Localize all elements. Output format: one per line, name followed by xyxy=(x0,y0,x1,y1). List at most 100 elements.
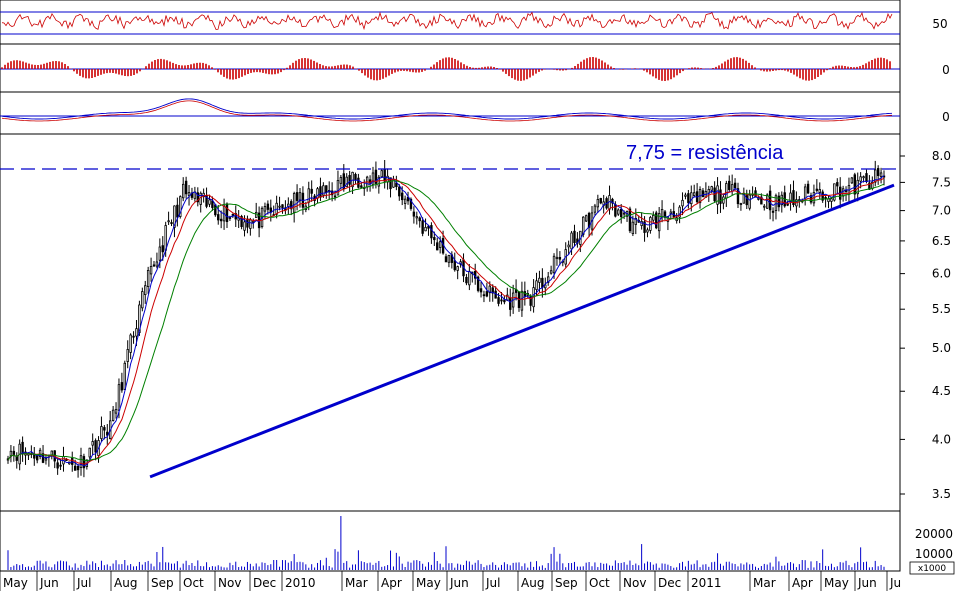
price-axis-ticks: 8.0 7.5 7.0 6.5 6.0 5.5 5.0 4.5 4.0 3.5 xyxy=(900,149,951,501)
date-label: Jun xyxy=(449,576,469,590)
candle-body xyxy=(79,455,83,468)
candle-body xyxy=(509,297,512,310)
candle-body xyxy=(570,232,573,250)
candle-body xyxy=(409,198,413,209)
candle-body xyxy=(403,198,407,204)
candle-body xyxy=(438,241,442,248)
candle-body xyxy=(377,176,381,187)
candle-body xyxy=(173,205,176,228)
date-label: Aug xyxy=(521,576,544,590)
candle-body xyxy=(622,212,626,215)
candle-body xyxy=(415,216,419,219)
candle-body xyxy=(748,194,751,209)
candle-body xyxy=(132,335,135,338)
candle-body xyxy=(710,186,713,191)
candle-body xyxy=(614,204,617,217)
candle-body xyxy=(456,266,459,271)
candle-body xyxy=(719,189,722,204)
candle-body xyxy=(211,200,214,208)
candle-body xyxy=(850,177,854,184)
candle-body xyxy=(389,177,392,190)
candle-body xyxy=(41,453,45,463)
candle-body xyxy=(287,203,290,208)
candle-body xyxy=(170,222,173,224)
candle-body xyxy=(707,189,711,194)
candle-body xyxy=(292,193,296,213)
candle-body xyxy=(599,198,602,204)
candle-body xyxy=(161,245,164,253)
annotation-lines-layer xyxy=(0,168,900,479)
candle-body xyxy=(430,225,433,239)
candle-body xyxy=(652,214,655,221)
candle-body xyxy=(856,179,859,195)
price-tick-label: 4.0 xyxy=(932,432,951,446)
candle-body xyxy=(249,219,252,229)
candle-body xyxy=(447,255,451,263)
candle-body xyxy=(184,180,188,195)
candle-body xyxy=(494,290,497,299)
volume-tick-10000: 10000 xyxy=(915,547,953,561)
candle-body xyxy=(730,184,734,192)
candle-body xyxy=(520,290,524,311)
candle-body xyxy=(146,270,150,288)
candle-body xyxy=(582,216,585,235)
candle-body xyxy=(152,264,156,267)
indicator-series-layer xyxy=(1,11,893,122)
candle-body xyxy=(371,172,375,186)
candle-body xyxy=(546,276,550,283)
candle-body xyxy=(281,204,284,209)
candle-body xyxy=(739,203,743,205)
candle-body xyxy=(374,169,378,184)
candle-body xyxy=(181,183,185,199)
date-label: Ju xyxy=(889,576,901,590)
candle-body xyxy=(348,175,351,185)
candle-body xyxy=(319,186,322,198)
resistance-annotation: 7,75 = resistência xyxy=(626,142,784,164)
candle-body xyxy=(836,182,839,187)
candle-body xyxy=(254,211,258,218)
candle-body xyxy=(424,226,427,232)
candle-body xyxy=(573,230,576,244)
date-label: 2010 xyxy=(285,576,316,590)
candle-body xyxy=(760,196,763,205)
candle-body xyxy=(803,186,807,199)
candle-body xyxy=(187,192,191,197)
candle-body xyxy=(646,229,649,233)
macd-line xyxy=(1,98,893,120)
candle-body xyxy=(266,203,270,210)
date-label: Jul xyxy=(485,576,500,590)
candle-body xyxy=(336,180,340,196)
candle-body xyxy=(681,199,684,207)
candle-body xyxy=(725,183,728,199)
candle-body xyxy=(479,288,483,293)
date-label: Nov xyxy=(623,576,646,590)
candle-body xyxy=(701,190,705,198)
date-label: Nov xyxy=(218,576,241,590)
date-axis-labels: May Jun Jul Aug Sep Oct Nov Dec 2010 Mar Apr May Jun… xyxy=(0,571,901,591)
candle-body xyxy=(815,188,819,191)
date-label: Oct xyxy=(183,576,204,590)
price-tick-label: 4.5 xyxy=(932,384,951,398)
candle-body xyxy=(91,441,94,446)
indicator-top-panel xyxy=(0,0,901,45)
candle-body xyxy=(103,427,106,431)
candle-body xyxy=(567,244,570,248)
candle-body xyxy=(44,457,48,461)
candle-body xyxy=(196,192,200,203)
candle-body xyxy=(219,218,223,222)
candle-body xyxy=(468,270,471,286)
indicator-top-tick: 50 xyxy=(932,17,947,31)
candle-body xyxy=(538,277,541,283)
candle-body xyxy=(733,182,737,189)
date-label: May xyxy=(824,576,849,590)
candle-body xyxy=(208,199,211,205)
date-label: Apr xyxy=(381,576,402,590)
candle-body xyxy=(263,206,267,212)
candle-body xyxy=(35,454,39,461)
candle-body xyxy=(383,169,386,182)
candle-body xyxy=(830,198,833,202)
candle-body xyxy=(690,192,693,205)
candle-body xyxy=(763,205,766,208)
candle-body xyxy=(874,169,877,183)
candle-body xyxy=(780,194,784,206)
